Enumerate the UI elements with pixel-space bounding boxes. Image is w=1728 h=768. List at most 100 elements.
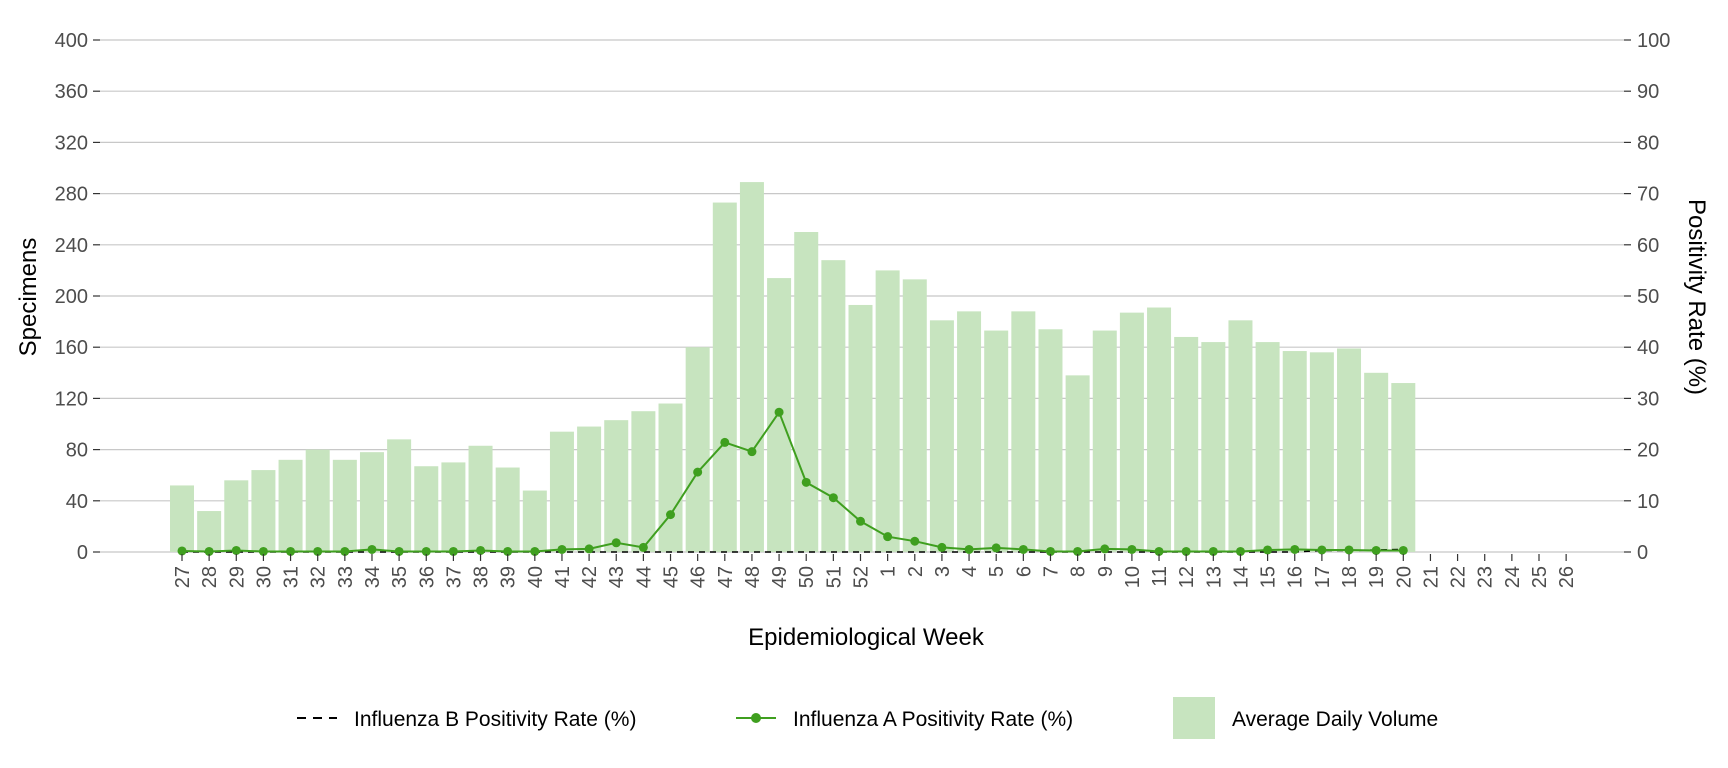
- data-point: [177, 546, 187, 556]
- bar: [902, 279, 927, 552]
- y-tick-label: 200: [55, 286, 88, 308]
- bar: [278, 459, 303, 552]
- data-point: [964, 544, 974, 554]
- bar: [522, 490, 547, 552]
- x-tick-label: 7: [1040, 566, 1062, 577]
- y-tick-label: 40: [66, 491, 88, 513]
- bar: [305, 449, 330, 552]
- bar: [1201, 342, 1226, 552]
- data-point: [1018, 544, 1028, 554]
- data-point: [530, 546, 540, 556]
- x-tick-label: 25: [1529, 566, 1551, 588]
- x-tick-label: 39: [498, 566, 520, 588]
- x-tick-label: 50: [796, 566, 818, 588]
- bar: [631, 411, 656, 552]
- bar: [332, 459, 357, 552]
- bar-series-average-daily-volume: [170, 182, 1416, 552]
- y-tick-label: 240: [55, 235, 88, 257]
- x-tick-label: 10: [1122, 566, 1144, 588]
- bar: [739, 182, 764, 552]
- x-tick-label: 28: [199, 566, 221, 588]
- x-tick-label: 37: [443, 566, 465, 588]
- y-axis-title: Specimens: [15, 238, 42, 357]
- y2-tick-label: 100: [1637, 30, 1670, 52]
- y2-tick-label: 80: [1637, 132, 1659, 154]
- legend-swatch-average-daily-volume: [1173, 697, 1215, 739]
- bar: [387, 439, 412, 552]
- data-point: [367, 544, 377, 554]
- bar: [577, 426, 602, 552]
- line-series-influenza-a: [177, 407, 1408, 556]
- x-tick-label: 38: [471, 566, 493, 588]
- legend-item-influenza-a: Influenza A Positivity Rate (%): [736, 708, 1073, 731]
- data-point: [1290, 544, 1300, 554]
- data-point: [584, 544, 594, 554]
- x-tick-label: 51: [823, 566, 845, 588]
- bar: [794, 232, 819, 552]
- bar: [1038, 329, 1063, 552]
- data-point: [801, 477, 811, 487]
- data-point: [720, 437, 730, 447]
- bar: [549, 431, 574, 552]
- x-tick-label: 48: [742, 566, 764, 588]
- x-tick-label: 33: [335, 566, 357, 588]
- bar: [468, 445, 493, 552]
- data-point: [258, 546, 268, 556]
- data-point: [1317, 545, 1327, 555]
- legend-label-average-daily-volume: Average Daily Volume: [1232, 708, 1438, 731]
- x-tick-label: 2: [905, 566, 927, 577]
- bar: [658, 403, 683, 552]
- x-axis-title: Epidemiological Week: [748, 624, 985, 651]
- bar: [1309, 352, 1334, 552]
- bar: [441, 462, 466, 552]
- data-point: [1208, 546, 1218, 556]
- y2-tick-label: 10: [1637, 491, 1659, 513]
- data-point: [638, 542, 648, 552]
- x-tick-label: 5: [986, 566, 1008, 577]
- data-point: [1398, 545, 1408, 555]
- bar: [1337, 348, 1362, 552]
- data-point: [421, 546, 431, 556]
- data-point: [937, 542, 947, 552]
- right-axis-ticks: 0 10 20 30 40 50 60 70 80 90 100: [1624, 30, 1670, 564]
- data-point: [1100, 544, 1110, 554]
- x-tick-label: 27: [172, 566, 194, 588]
- bar: [821, 260, 846, 552]
- x-tick-label: 44: [633, 566, 655, 588]
- x-tick-label: 9: [1095, 566, 1117, 577]
- x-tick-label: 43: [606, 566, 628, 588]
- y2-tick-label: 50: [1637, 286, 1659, 308]
- bar: [712, 202, 737, 552]
- x-tick-label: 19: [1366, 566, 1388, 588]
- bar: [929, 320, 954, 552]
- bar: [875, 270, 900, 552]
- y2-tick-label: 60: [1637, 235, 1659, 257]
- data-point: [448, 546, 458, 556]
- x-tick-label: 31: [281, 566, 303, 588]
- x-tick-label: 14: [1230, 566, 1252, 588]
- bar: [1228, 320, 1253, 552]
- data-point: [883, 532, 893, 542]
- x-tick-label: 18: [1339, 566, 1361, 588]
- legend-item-average-daily-volume: Average Daily Volume: [1173, 697, 1438, 739]
- bar: [359, 452, 384, 552]
- x-tick-label: 13: [1203, 566, 1225, 588]
- data-point: [774, 407, 784, 417]
- y-tick-label: 80: [66, 440, 88, 462]
- y-tick-label: 160: [55, 337, 88, 359]
- y-tick-label: 400: [55, 30, 88, 52]
- x-tick-label: 4: [959, 566, 981, 577]
- bar: [197, 511, 222, 552]
- bar: [251, 470, 276, 552]
- x-tick-label: 32: [308, 566, 330, 588]
- x-tick-label: 21: [1420, 566, 1442, 588]
- bar: [1011, 311, 1036, 552]
- x-tick-label: 40: [525, 566, 547, 588]
- y2-tick-label: 0: [1637, 542, 1648, 564]
- bar: [170, 485, 194, 552]
- x-tick-label: 46: [688, 566, 710, 588]
- x-tick-label: 42: [579, 566, 601, 588]
- y2-tick-label: 30: [1637, 388, 1659, 410]
- data-point: [747, 447, 757, 457]
- y2-tick-label: 70: [1637, 184, 1659, 206]
